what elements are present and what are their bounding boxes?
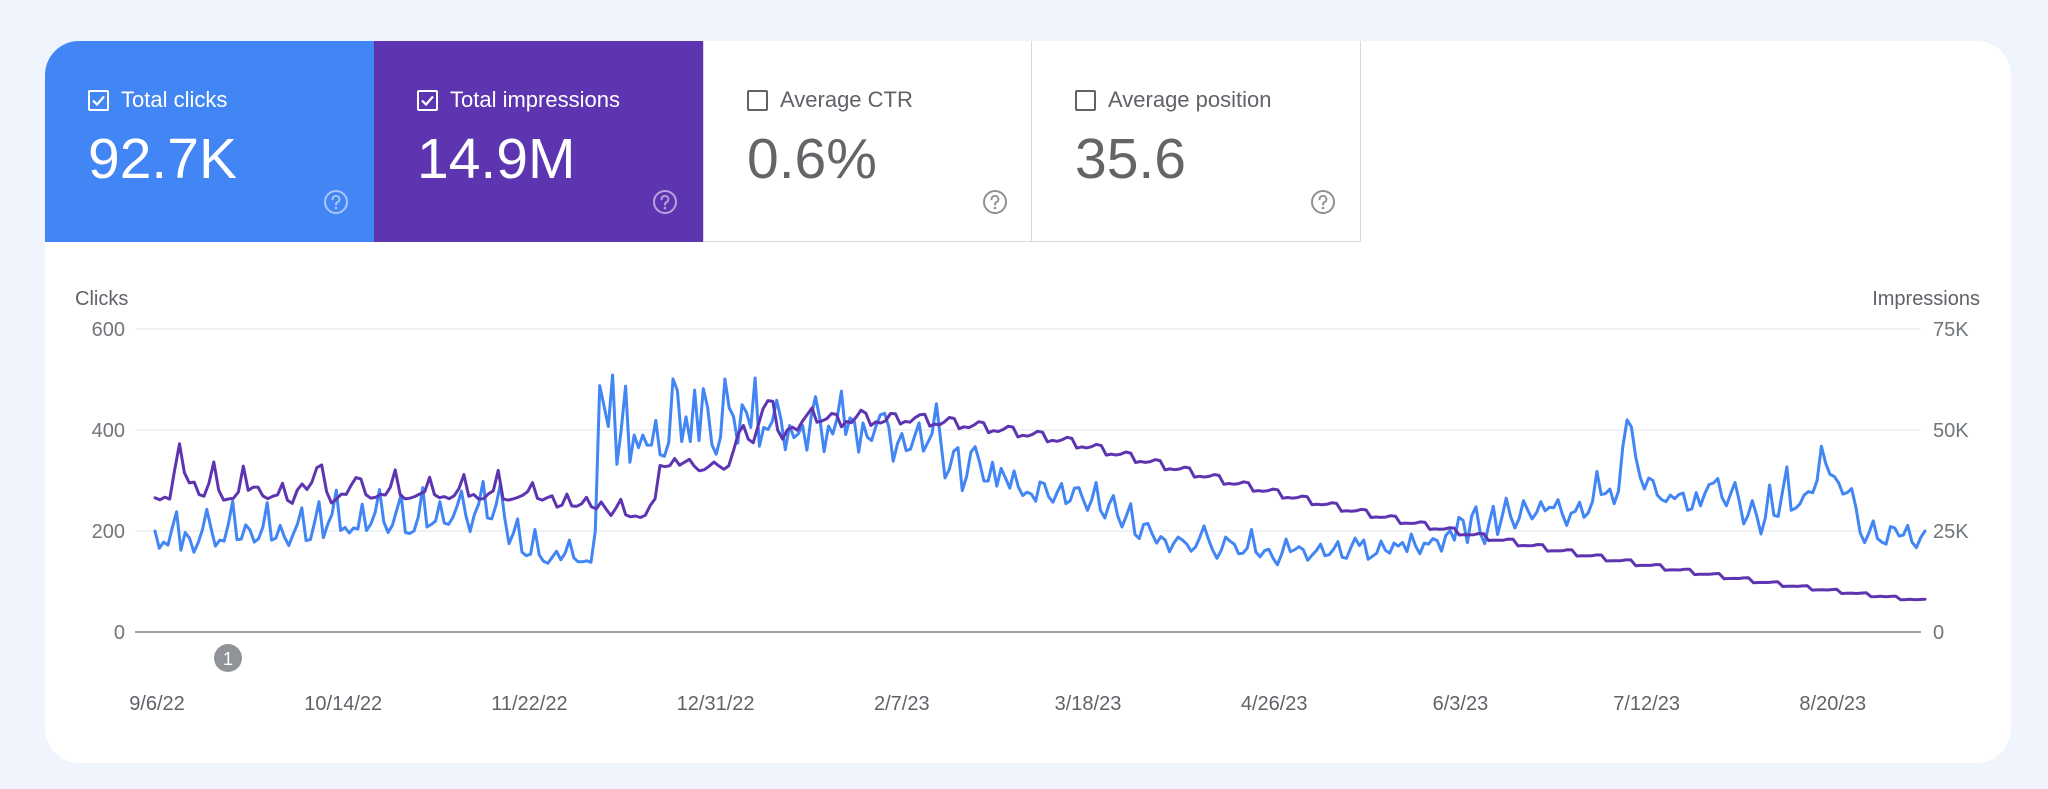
x-tick-label: 3/18/23	[1055, 693, 1122, 715]
annotation-marker[interactable]	[214, 644, 242, 672]
x-tick-label: 7/12/23	[1613, 693, 1680, 715]
checkbox-icon[interactable]	[88, 89, 109, 111]
x-tick-label: 9/6/22	[129, 693, 185, 715]
series-line-clicks	[153, 373, 1927, 567]
y-left-axis-title: Clicks	[75, 288, 128, 310]
metric-header: Average position	[1075, 87, 1272, 113]
metric-value: 0.6%	[747, 127, 877, 191]
metric-header: Total clicks	[88, 87, 227, 113]
y-left-tick-label: 400	[92, 420, 125, 442]
help-circle-icon[interactable]	[1310, 189, 1336, 215]
metric-label: Total impressions	[450, 87, 620, 112]
y-right-tick-label: 50K	[1933, 420, 1969, 442]
metric-value: 35.6	[1075, 127, 1186, 191]
x-tick-label: 6/3/23	[1433, 693, 1489, 715]
performance-chart: Clicks Impressions 600 75K 400 50K 200 25K 0 0 9/6…	[45, 41, 2011, 763]
checkbox-icon[interactable]	[417, 89, 438, 111]
metric-label: Average position	[1108, 87, 1272, 112]
metric-average-ctr[interactable]: Average CTR 0.6%	[703, 41, 1032, 242]
x-tick-label: 4/26/23	[1241, 693, 1308, 715]
help-circle-icon[interactable]	[652, 189, 678, 215]
metric-header: Total impressions	[417, 87, 620, 113]
y-right-tick-label: 25K	[1933, 521, 1969, 543]
metric-label: Average CTR	[780, 87, 913, 112]
annotation-marker-label: 1	[223, 649, 233, 669]
y-left-tick-label: 0	[114, 622, 125, 644]
metric-header: Average CTR	[747, 87, 913, 113]
y-right-tick-label: 0	[1933, 622, 1944, 644]
x-tick-label: 10/14/22	[304, 693, 382, 715]
checkbox-icon[interactable]	[747, 89, 768, 111]
x-tick-label: 12/31/22	[677, 693, 755, 715]
metric-average-position[interactable]: Average position 35.6	[1032, 41, 1361, 242]
metric-total-clicks[interactable]: Total clicks 92.7K	[45, 41, 374, 242]
metric-value: 14.9M	[417, 127, 576, 191]
x-tick-label: 11/22/22	[491, 693, 567, 715]
y-right-axis-title: Impressions	[1872, 288, 1980, 310]
performance-card: Clicks Impressions 600 75K 400 50K 200 25K 0 0 9/6…	[45, 41, 2011, 763]
help-circle-icon[interactable]	[982, 189, 1008, 215]
y-left-tick-label: 200	[92, 521, 125, 543]
metric-total-impressions[interactable]: Total impressions 14.9M	[374, 41, 703, 242]
metric-label: Total clicks	[121, 87, 228, 112]
x-tick-label: 2/7/23	[874, 693, 930, 715]
help-circle-icon[interactable]	[323, 189, 349, 215]
metric-tiles: Total clicks 92.7K Total impressions 14.…	[45, 41, 1361, 242]
checkbox-icon[interactable]	[1075, 89, 1096, 111]
metric-value: 92.7K	[88, 127, 237, 191]
x-tick-label: 8/20/23	[1799, 693, 1866, 715]
y-right-tick-label: 75K	[1933, 319, 1969, 341]
y-left-tick-label: 600	[92, 319, 125, 341]
series-line-impressions	[153, 399, 1927, 602]
chart-svg: Clicks Impressions 600 75K 400 50K 200 25K 0 0 9/6…	[75, 288, 1980, 715]
